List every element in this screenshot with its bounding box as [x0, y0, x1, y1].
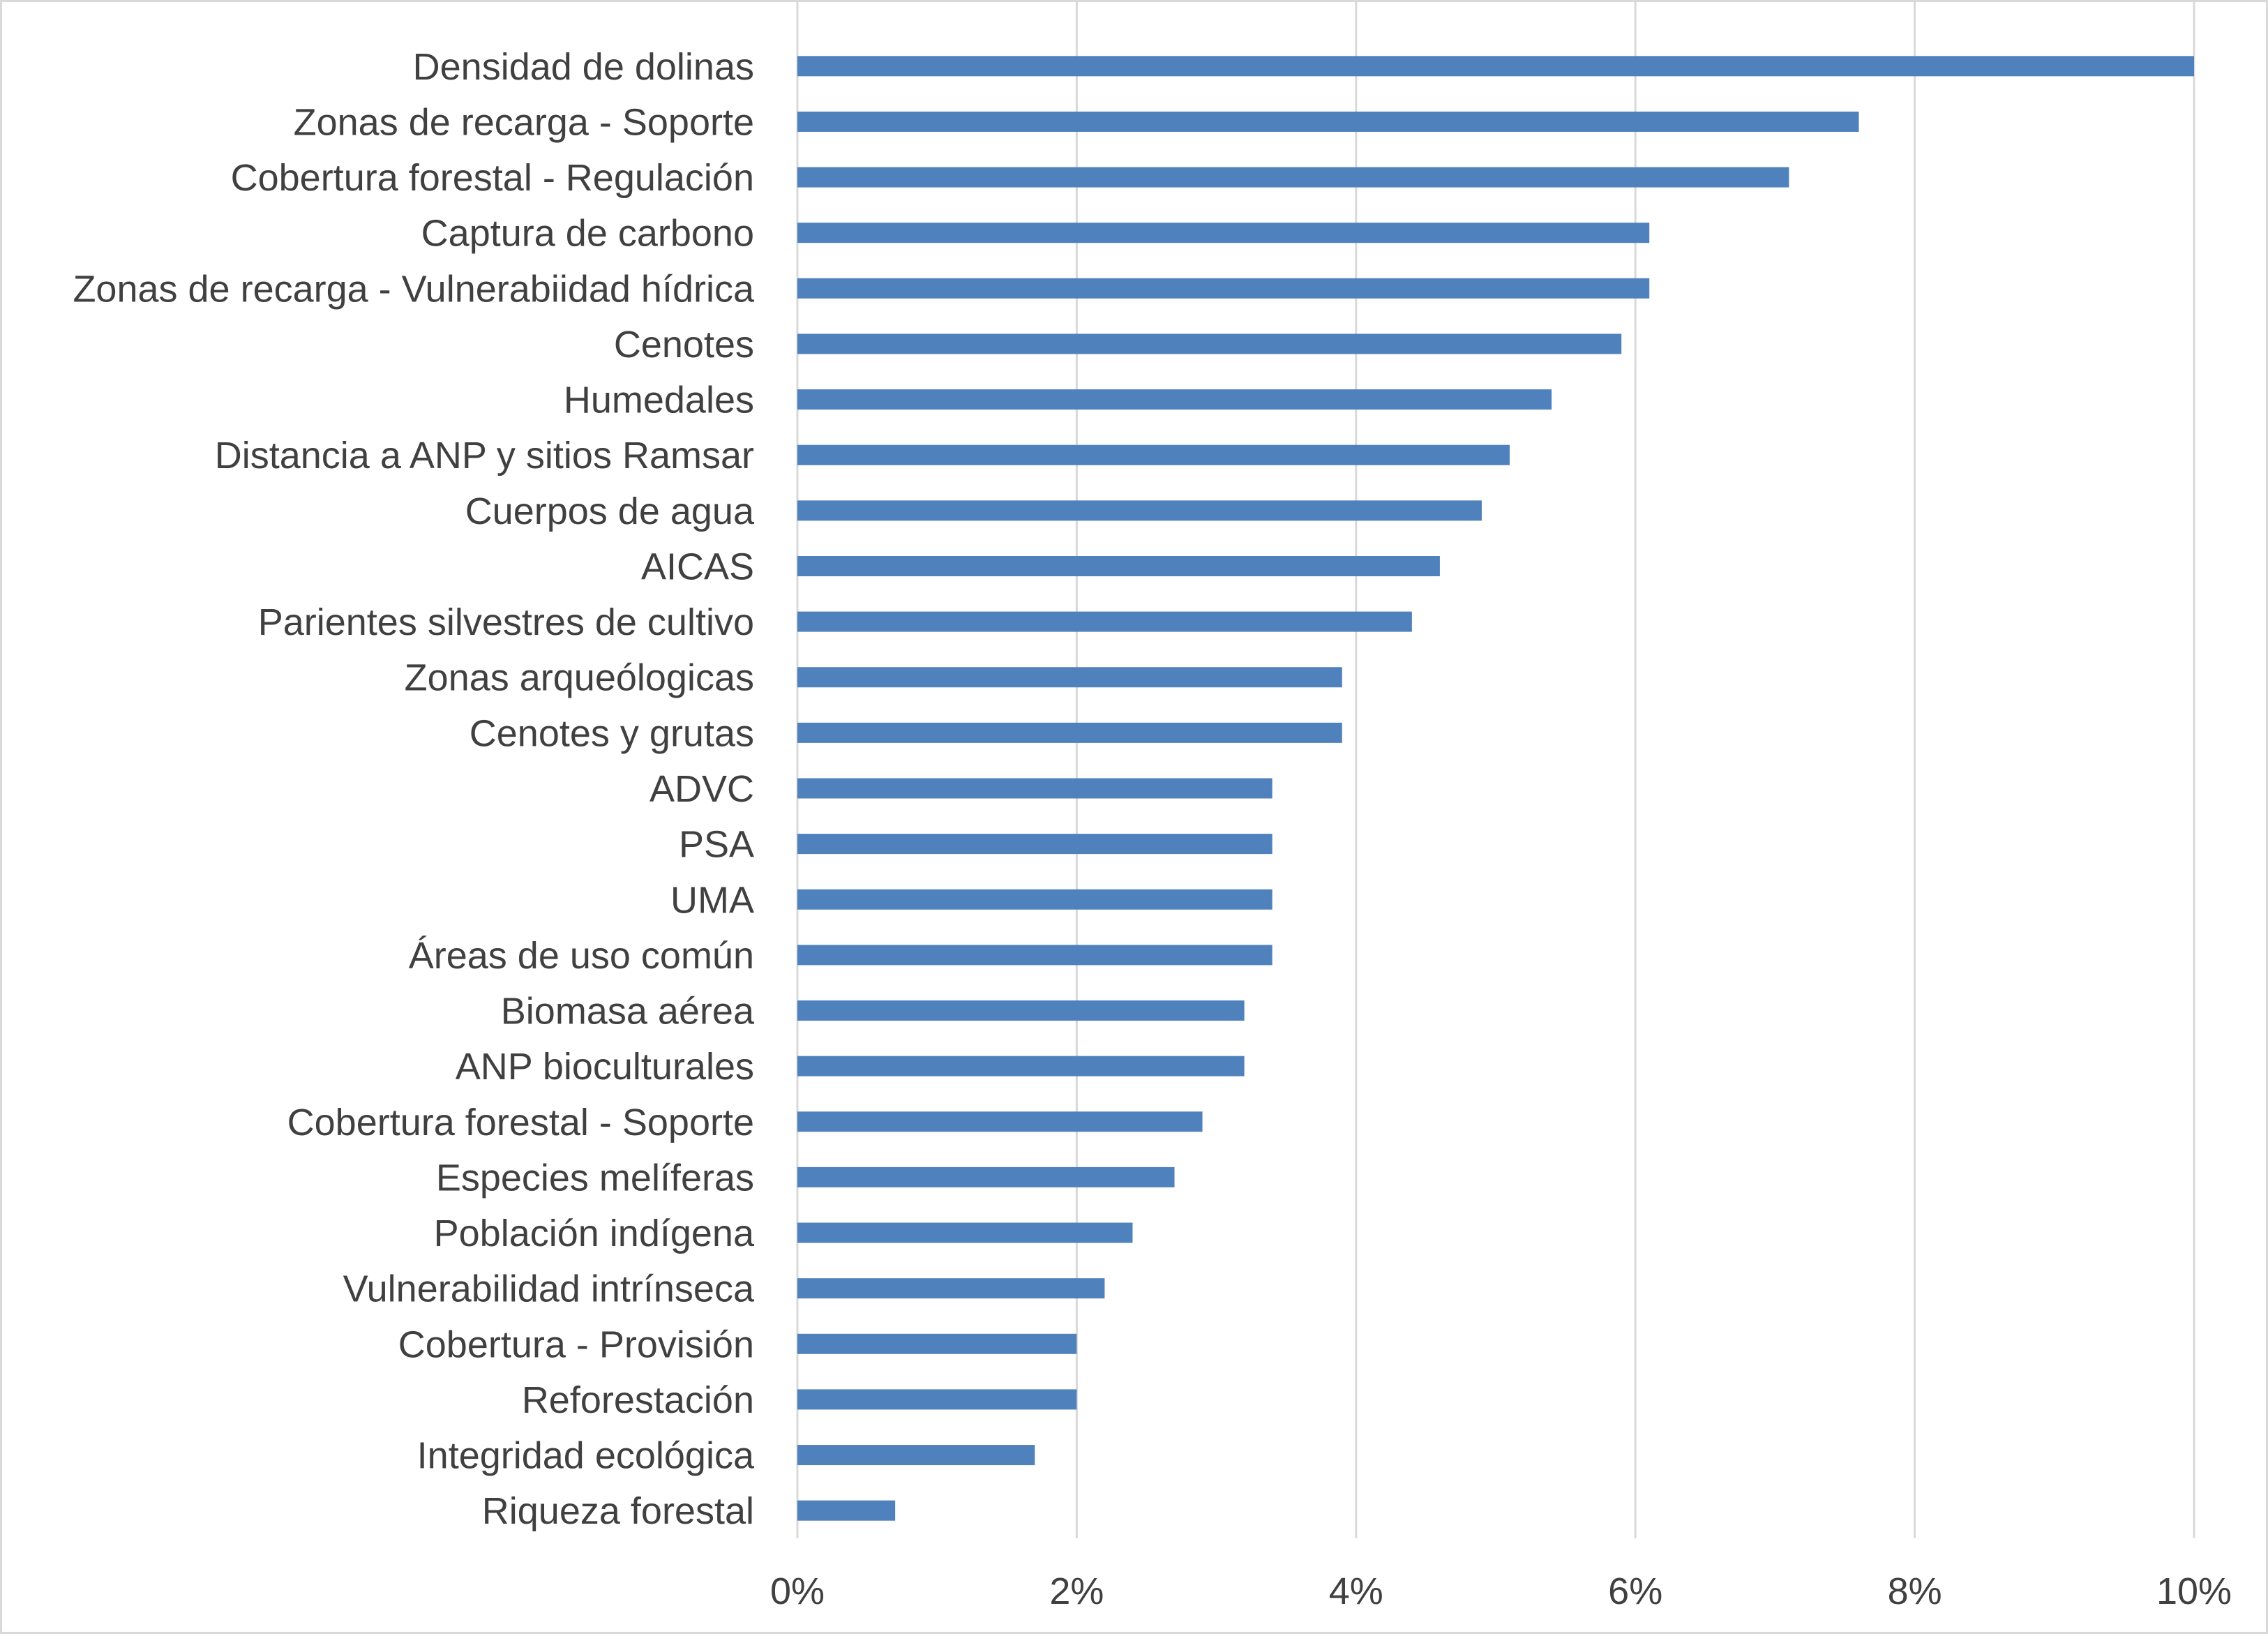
category-label: Zonas de recarga - Soporte [294, 101, 754, 143]
bar [797, 611, 1412, 632]
bar [797, 1222, 1133, 1243]
x-tick-label: 0% [770, 1570, 825, 1612]
category-label: Densidad de dolinas [413, 46, 754, 88]
bar [797, 223, 1650, 243]
category-label: Reforestación [522, 1379, 754, 1421]
bar [797, 778, 1272, 799]
category-label: Parientes silvestres de cultivo [258, 601, 754, 643]
bar [797, 1056, 1245, 1076]
bar [797, 500, 1482, 521]
category-label: Especies melíferas [436, 1157, 754, 1199]
category-label: PSA [679, 824, 754, 866]
category-label: Población indígena [434, 1213, 755, 1254]
x-tick-label: 8% [1888, 1570, 1942, 1612]
category-label: Captura de carbono [421, 213, 754, 255]
category-label: Zonas arqueólogicas [405, 657, 754, 699]
bars [797, 56, 2194, 1521]
bar [797, 278, 1650, 299]
bar [797, 333, 1622, 354]
bar [797, 834, 1272, 855]
bar [797, 667, 1342, 688]
category-label: Humedales [564, 380, 754, 421]
bar [797, 722, 1342, 743]
category-labels: Densidad de dolinas Zonas de recarga - So… [73, 46, 755, 1532]
bar [797, 1445, 1035, 1466]
category-label: Cobertura forestal - Regulación [231, 157, 754, 199]
bar [797, 1166, 1175, 1187]
category-label: Integridad ecológica [417, 1435, 755, 1477]
category-label: UMA [670, 879, 754, 921]
bar [797, 1389, 1077, 1410]
category-label: Cenotes [614, 324, 754, 366]
bar [797, 889, 1272, 910]
bar [797, 555, 1440, 576]
bar [797, 444, 1510, 465]
category-label: Zonas de recarga - Vulnerabiidad hídrica [73, 268, 755, 310]
category-label: Cobertura forestal - Soporte [287, 1102, 754, 1143]
category-label: Cobertura - Provisión [398, 1323, 754, 1365]
bar [797, 1111, 1203, 1132]
category-label: Áreas de uso común [409, 935, 754, 977]
category-label: Cenotes y grutas [470, 712, 754, 754]
bar [797, 945, 1272, 966]
category-label: Distancia a ANP y sitios Ramsar [215, 435, 754, 476]
bar [797, 111, 1859, 132]
category-label: AICAS [641, 546, 754, 587]
bar [797, 56, 2194, 77]
category-label: Vulnerabilidad intrínseca [343, 1268, 755, 1310]
x-tick-label: 4% [1329, 1570, 1383, 1612]
category-label: ADVC [649, 768, 754, 810]
x-tick-label: 10% [2156, 1570, 2232, 1612]
bar [797, 1278, 1105, 1299]
category-label: Riqueza forestal [482, 1490, 754, 1532]
x-tick-label: 2% [1049, 1570, 1104, 1612]
bar [797, 389, 1552, 410]
category-label: Cuerpos de agua [465, 490, 755, 532]
bar [797, 167, 1789, 188]
category-label: Biomasa aérea [501, 991, 755, 1033]
x-axis-tick-labels: 0% 2% 4% 6% 8% 10% [770, 1570, 2232, 1612]
category-label: ANP bioculturales [456, 1046, 754, 1088]
bar [797, 1500, 896, 1521]
bar [797, 1000, 1245, 1021]
x-tick-label: 6% [1608, 1570, 1662, 1612]
bar [797, 1333, 1077, 1354]
